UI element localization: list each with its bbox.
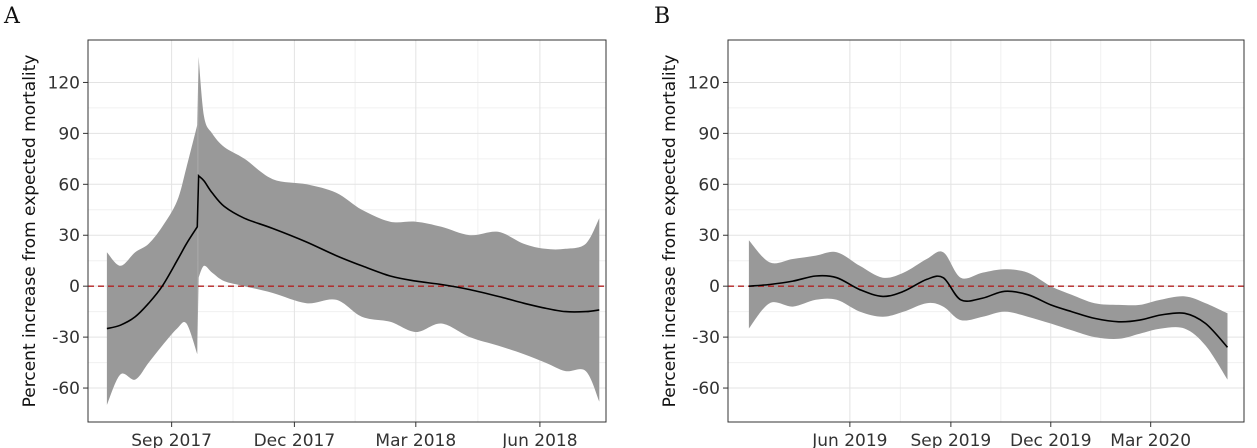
panel-b-y-tick-label: 0	[709, 277, 720, 297]
panel-a-confidence-band	[198, 57, 600, 402]
panel-b-y-axis-title: Percent increase from expected mortality	[660, 55, 680, 408]
panel-a-x-tick-label: Jun 2018	[501, 431, 577, 448]
panel-a-confidence-band	[106, 124, 198, 406]
panel-a-y-axis-title: Percent increase from expected mortality	[20, 55, 40, 408]
panel-a-x-tick-label: Mar 2018	[375, 431, 456, 448]
panel-b-x-tick-label: Mar 2020	[1110, 431, 1191, 448]
panel-a-y-tick-label: 90	[58, 124, 80, 144]
panel-b-label: B	[654, 4, 671, 29]
panel-a-y-tick-label: 30	[58, 226, 80, 246]
panel-a-x-tick-label: Sep 2017	[131, 431, 212, 448]
panel-b-x-tick-label: Dec 2019	[1010, 431, 1092, 448]
panel-b-y-tick-label: -30	[692, 328, 720, 348]
panel-a-y-tick-label: 120	[48, 73, 80, 93]
panel-b-panel-border	[727, 39, 1245, 423]
panel-a-estimate-line	[106, 173, 600, 330]
panel-b-y-tick-label: 120	[688, 73, 720, 93]
panel-b-confidence-band	[748, 240, 1228, 380]
panel-a-y-tick-label: -30	[52, 328, 80, 348]
panel-a-y-tick-label: 60	[58, 175, 80, 195]
panel-b-y-tick-label: 30	[698, 226, 720, 246]
panel-b-plot-background	[728, 40, 1244, 422]
chart-panel-a: -60 -30 0 30 60 90 120 Sep 2017 Dec 2017 Mar 2018…	[20, 39, 607, 448]
panel-a-label: A	[4, 4, 20, 29]
panel-a-y-tick-label: 0	[69, 277, 80, 297]
panel-b-y-tick-label: 60	[698, 175, 720, 195]
chart-panel-b: -60 -30 0 30 60 90 120 Jun 2019 Sep 2019 Dec 2019…	[660, 39, 1245, 448]
panel-a-y-tick-label: -60	[52, 379, 80, 399]
panel-b-x-tick-label: Jun 2019	[811, 431, 887, 448]
panel-b-y-tick-label: 90	[698, 124, 720, 144]
panel-b-estimate-line	[748, 274, 1229, 348]
panel-b-x-tick-label: Sep 2019	[911, 431, 992, 448]
panel-b-y-tick-label: -60	[692, 379, 720, 399]
panel-a-x-tick-label: Dec 2017	[254, 431, 336, 448]
panel-a-panel-border	[87, 39, 607, 423]
